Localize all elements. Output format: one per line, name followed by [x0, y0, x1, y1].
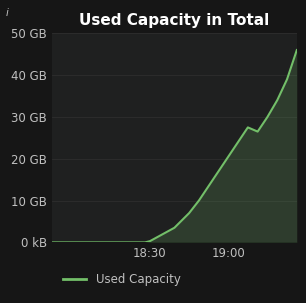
- Used Capacity: [275, 98, 279, 102]
- Used Capacity: [266, 115, 269, 119]
- Line: Used Capacity: Used Capacity: [52, 50, 297, 242]
- Used Capacity: [99, 241, 103, 244]
- Used Capacity: [246, 125, 250, 129]
- Used Capacity: [236, 140, 240, 144]
- Used Capacity: [295, 48, 299, 52]
- Used Capacity: [256, 130, 259, 133]
- Legend: Used Capacity: Used Capacity: [58, 268, 185, 291]
- Title: Used Capacity in Total: Used Capacity in Total: [79, 13, 270, 28]
- Used Capacity: [148, 239, 152, 243]
- Used Capacity: [226, 155, 230, 158]
- Used Capacity: [217, 169, 220, 173]
- Used Capacity: [207, 184, 211, 188]
- Used Capacity: [173, 226, 176, 230]
- Used Capacity: [285, 78, 289, 81]
- Used Capacity: [187, 211, 191, 215]
- Text: i: i: [6, 8, 9, 18]
- Used Capacity: [50, 241, 54, 244]
- Used Capacity: [197, 199, 201, 202]
- Used Capacity: [143, 241, 147, 244]
